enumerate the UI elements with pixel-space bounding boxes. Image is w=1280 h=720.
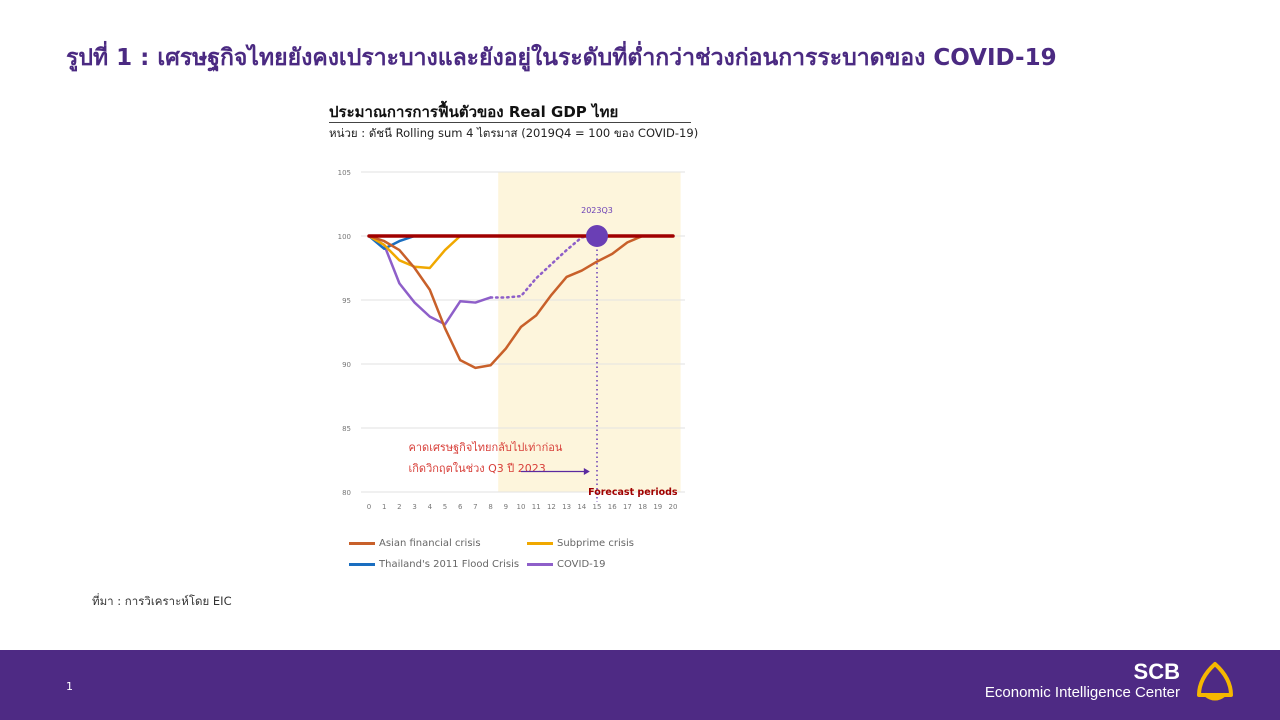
x-tick-label: 14 [577, 503, 586, 511]
chart-title-divider [329, 122, 691, 123]
chart-subtitle: หน่วย : ดัชนี Rolling sum 4 ไตรมาส (2019… [329, 126, 699, 140]
x-tick-label: 5 [443, 503, 447, 511]
forecast-label: Forecast periods [588, 487, 678, 498]
legend-label-covid: COVID-19 [557, 559, 606, 570]
x-tick-label: 2 [397, 503, 401, 511]
series-line-0 [367, 234, 644, 370]
x-tick-label: 10 [517, 503, 526, 511]
x-tick-label: 4 [428, 503, 433, 511]
x-tick-label: 3 [412, 503, 416, 511]
marker-label: 2023Q3 [581, 206, 613, 215]
legend-label-flood: Thailand's 2011 Flood Crisis [379, 559, 520, 570]
x-tick-label: 9 [504, 503, 508, 511]
legend-item-asian-crisis: Asian financial crisis [349, 538, 481, 549]
x-tick-label: 8 [488, 503, 492, 511]
legend-item-covid: COVID-19 [527, 559, 606, 570]
y-tick-label: 85 [342, 425, 351, 433]
series-line-covid-forecast [489, 234, 599, 299]
x-tick-label: 16 [608, 503, 617, 511]
x-tick-label: 0 [367, 503, 371, 511]
marker-dot-2023q3 [586, 225, 608, 247]
page-number: 1 [66, 680, 73, 693]
x-tick-label: 17 [623, 503, 632, 511]
chart-title: ประมาณการการฟื้นตัวของ Real GDP ไทย [329, 103, 619, 121]
scb-shell-logo-icon [1197, 662, 1233, 701]
x-tick-label: 1 [382, 503, 386, 511]
forecast-shade [498, 172, 681, 492]
x-tick-label: 19 [653, 503, 662, 511]
y-tick-label: 80 [342, 489, 351, 497]
source-note: ที่มา : การวิเคราะห์โดย EIC [92, 594, 232, 608]
x-tick-label: 20 [669, 503, 678, 511]
annotation-arrowhead [583, 468, 590, 476]
legend-swatch-asian-crisis [349, 542, 375, 545]
page-title: รูปที่ 1 : เศรษฐกิจไทยยังคงเปราะบางและยั… [66, 45, 1057, 71]
annotation-line-1: เกิดวิกฤตในช่วง Q3 ปี 2023 [409, 462, 546, 475]
x-tick-label: 6 [458, 503, 463, 511]
legend-swatch-flood [349, 563, 375, 566]
x-tick-label: 15 [593, 503, 602, 511]
brand-name: SCB [1133, 659, 1180, 684]
legend-swatch-covid [527, 563, 553, 566]
legend-label-asian-crisis: Asian financial crisis [379, 538, 481, 549]
series-line-3 [367, 234, 492, 326]
legend-item-subprime: Subprime crisis [527, 538, 634, 549]
annotation-line-0: คาดเศรษฐกิจไทยกลับไปเท่าก่อน [409, 441, 563, 454]
legend-label-subprime: Subprime crisis [557, 538, 634, 549]
x-tick-label: 12 [547, 503, 556, 511]
legend-swatch-subprime [527, 542, 553, 545]
legend-item-flood: Thailand's 2011 Flood Crisis [349, 559, 519, 570]
y-tick-label: 95 [342, 297, 351, 305]
brand-text: SCB Economic Intelligence Center [985, 660, 1180, 702]
x-tick-label: 11 [532, 503, 541, 511]
y-tick-label: 105 [338, 169, 351, 177]
x-tick-label: 18 [638, 503, 647, 511]
y-tick-label: 100 [338, 233, 351, 241]
footer-bar [0, 650, 1280, 720]
x-tick-label: 13 [562, 503, 571, 511]
y-tick-label: 90 [342, 361, 351, 369]
x-tick-label: 7 [473, 503, 477, 511]
brand-subtitle: Economic Intelligence Center [984, 684, 1180, 701]
